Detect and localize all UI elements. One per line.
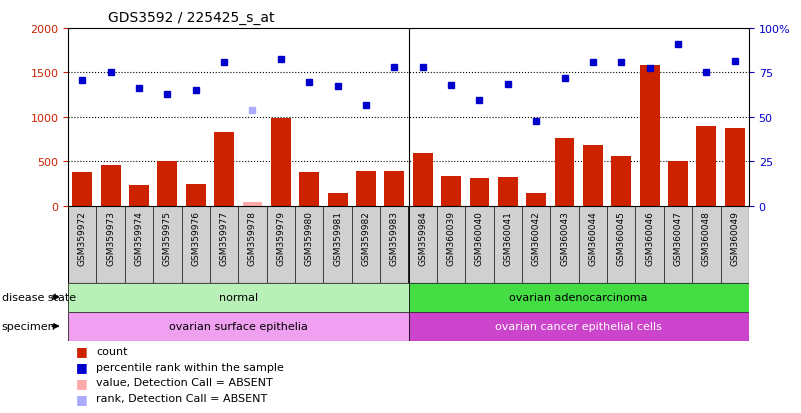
- Bar: [640, 66, 659, 206]
- Bar: [696, 126, 716, 206]
- Bar: [409, 312, 749, 341]
- Text: ovarian cancer epithelial cells: ovarian cancer epithelial cells: [495, 321, 662, 331]
- Text: normal: normal: [219, 292, 258, 302]
- Bar: [271, 119, 291, 206]
- Bar: [413, 153, 433, 206]
- Bar: [498, 177, 517, 206]
- Text: GSM360045: GSM360045: [617, 210, 626, 265]
- Text: ■: ■: [76, 376, 88, 389]
- Text: GDS3592 / 225425_s_at: GDS3592 / 225425_s_at: [108, 11, 275, 25]
- Bar: [554, 139, 574, 206]
- Text: GSM360042: GSM360042: [532, 210, 541, 265]
- Text: GSM360047: GSM360047: [674, 210, 682, 265]
- Bar: [101, 166, 121, 206]
- Text: GSM360039: GSM360039: [447, 210, 456, 265]
- Text: ovarian surface epithelia: ovarian surface epithelia: [169, 321, 308, 331]
- Text: ■: ■: [76, 360, 88, 373]
- Bar: [611, 157, 631, 206]
- Bar: [300, 173, 319, 206]
- Bar: [526, 193, 546, 206]
- Bar: [441, 176, 461, 206]
- Text: GSM359979: GSM359979: [276, 210, 285, 265]
- Text: GSM359972: GSM359972: [78, 210, 87, 265]
- Text: GSM359983: GSM359983: [390, 210, 399, 265]
- Text: count: count: [96, 346, 127, 356]
- Bar: [725, 128, 745, 206]
- Text: GSM359980: GSM359980: [304, 210, 314, 265]
- Text: GSM360046: GSM360046: [645, 210, 654, 265]
- Text: ovarian adenocarcinoma: ovarian adenocarcinoma: [509, 292, 648, 302]
- Text: GSM359981: GSM359981: [333, 210, 342, 265]
- Text: GSM360040: GSM360040: [475, 210, 484, 265]
- Bar: [668, 162, 688, 206]
- Text: GSM359974: GSM359974: [135, 210, 143, 265]
- Text: GSM360048: GSM360048: [702, 210, 710, 265]
- Text: rank, Detection Call = ABSENT: rank, Detection Call = ABSENT: [96, 393, 268, 403]
- Bar: [469, 179, 489, 206]
- Text: specimen: specimen: [2, 321, 55, 331]
- Text: GSM360041: GSM360041: [503, 210, 513, 265]
- Bar: [409, 283, 749, 312]
- Bar: [129, 185, 149, 206]
- Bar: [72, 173, 92, 206]
- Bar: [158, 161, 177, 206]
- Text: GSM359976: GSM359976: [191, 210, 200, 265]
- Text: GSM359977: GSM359977: [219, 210, 228, 265]
- Bar: [186, 184, 206, 206]
- Text: GSM359978: GSM359978: [248, 210, 257, 265]
- Bar: [243, 202, 263, 206]
- Bar: [583, 145, 603, 206]
- Bar: [356, 172, 376, 206]
- Text: GSM360043: GSM360043: [560, 210, 569, 265]
- Text: GSM359973: GSM359973: [107, 210, 115, 265]
- Bar: [68, 283, 409, 312]
- Bar: [328, 193, 348, 206]
- Text: percentile rank within the sample: percentile rank within the sample: [96, 362, 284, 372]
- Bar: [68, 312, 409, 341]
- Text: GSM359975: GSM359975: [163, 210, 172, 265]
- Text: GSM359982: GSM359982: [361, 210, 370, 265]
- Text: value, Detection Call = ABSENT: value, Detection Call = ABSENT: [96, 377, 273, 387]
- Text: GSM359984: GSM359984: [418, 210, 427, 265]
- Bar: [214, 133, 234, 206]
- Bar: [384, 172, 405, 206]
- Text: GSM360044: GSM360044: [589, 210, 598, 265]
- Text: ■: ■: [76, 344, 88, 358]
- Text: GSM360049: GSM360049: [731, 210, 739, 265]
- Text: disease state: disease state: [2, 292, 76, 302]
- Text: ■: ■: [76, 392, 88, 405]
